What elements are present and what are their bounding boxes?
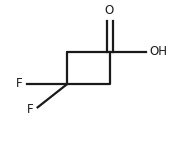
Text: F: F: [26, 103, 33, 116]
Text: OH: OH: [149, 45, 167, 58]
Text: F: F: [16, 77, 22, 90]
Text: O: O: [105, 4, 114, 17]
